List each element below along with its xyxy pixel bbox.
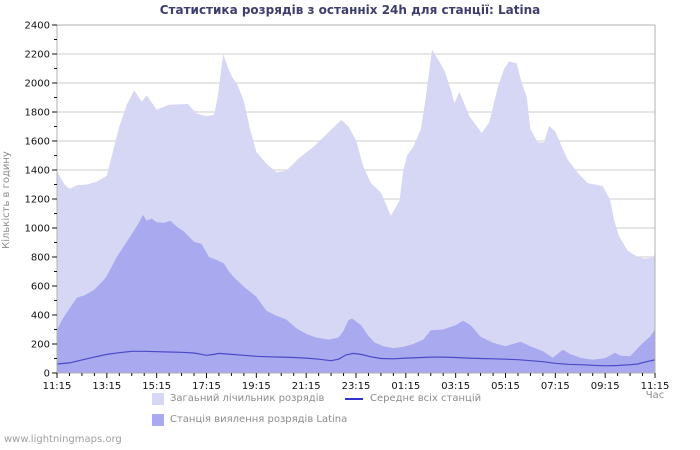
legend-swatch-average bbox=[345, 397, 363, 400]
legend-swatch-total bbox=[152, 392, 164, 405]
watermark-link[interactable]: www.lightningmaps.org bbox=[4, 434, 122, 445]
svg-text:1200: 1200 bbox=[25, 195, 50, 206]
svg-text:09:15: 09:15 bbox=[591, 381, 620, 392]
svg-text:01:15: 01:15 bbox=[391, 381, 420, 392]
legend-label-total: Загаьний лічильник розрядів bbox=[170, 393, 325, 404]
svg-text:23:15: 23:15 bbox=[342, 381, 371, 392]
svg-text:21:15: 21:15 bbox=[292, 381, 321, 392]
y-axis-title: Кількість в годину bbox=[1, 151, 12, 249]
svg-text:19:15: 19:15 bbox=[242, 381, 271, 392]
legend-label-station: Станція виялення розрядів Latina bbox=[170, 414, 348, 425]
legend-item-average: Середнє всіх станцій bbox=[345, 392, 481, 405]
svg-text:07:15: 07:15 bbox=[541, 381, 570, 392]
svg-text:05:15: 05:15 bbox=[491, 381, 520, 392]
x-axis-title: Час bbox=[645, 390, 665, 401]
legend-item-total: Загаьний лічильник розрядів bbox=[152, 392, 324, 405]
svg-text:1400: 1400 bbox=[25, 166, 50, 177]
legend-label-average: Середнє всіх станцій bbox=[370, 393, 482, 404]
svg-text:03:15: 03:15 bbox=[441, 381, 470, 392]
svg-text:400: 400 bbox=[31, 311, 50, 322]
svg-text:11:15: 11:15 bbox=[43, 381, 72, 392]
svg-text:1000: 1000 bbox=[25, 224, 50, 235]
svg-text:15:15: 15:15 bbox=[142, 381, 171, 392]
svg-text:17:15: 17:15 bbox=[192, 381, 221, 392]
svg-text:600: 600 bbox=[31, 282, 50, 293]
svg-text:2400: 2400 bbox=[25, 21, 50, 32]
legend-swatch-station bbox=[152, 413, 164, 426]
svg-text:200: 200 bbox=[31, 340, 50, 351]
legend-item-station: Станція виялення розрядів Latina bbox=[152, 413, 347, 426]
svg-text:2000: 2000 bbox=[25, 79, 50, 90]
svg-text:0: 0 bbox=[44, 369, 50, 380]
svg-text:1600: 1600 bbox=[25, 137, 50, 148]
svg-text:800: 800 bbox=[31, 253, 50, 264]
svg-text:2200: 2200 bbox=[25, 50, 50, 61]
svg-text:13:15: 13:15 bbox=[92, 381, 121, 392]
svg-text:1800: 1800 bbox=[25, 108, 50, 119]
svg-text:11:15: 11:15 bbox=[641, 381, 670, 392]
chart-title: Статистика розрядів з останніх 24h для с… bbox=[159, 3, 541, 17]
